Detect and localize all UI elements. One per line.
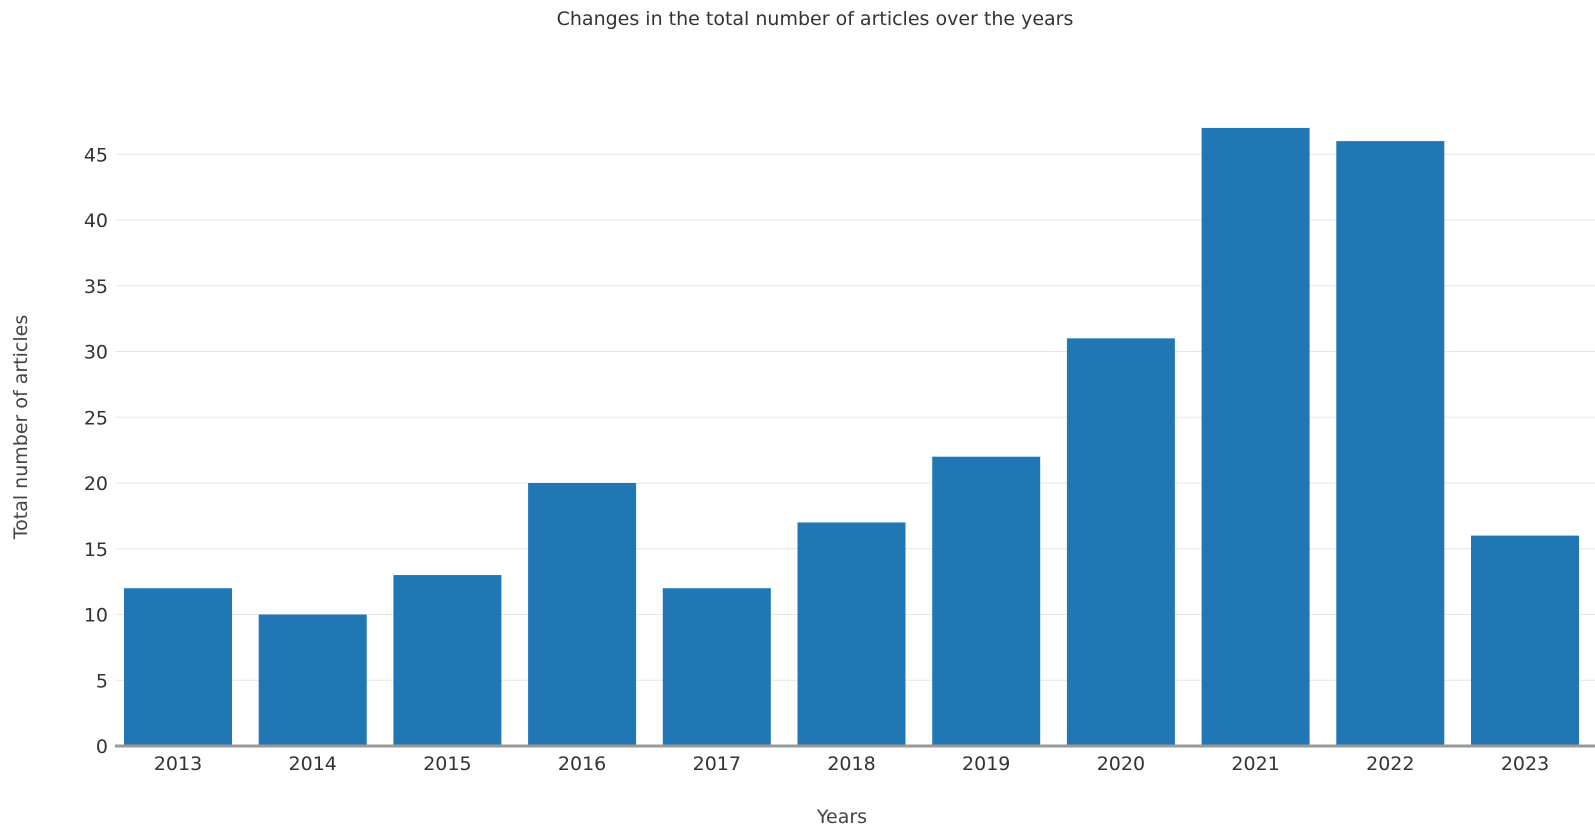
bar-2021 xyxy=(1201,127,1310,746)
bar-2020 xyxy=(1066,338,1175,746)
x-tick-label: 2021 xyxy=(1231,753,1279,775)
y-tick-label: 20 xyxy=(84,473,108,495)
bar-2013 xyxy=(124,588,232,746)
bar-2019 xyxy=(932,456,1041,746)
y-tick-label: 25 xyxy=(84,407,108,429)
x-tick-label: 2018 xyxy=(827,753,875,775)
x-tick-label: 2023 xyxy=(1501,753,1549,775)
bar-2014 xyxy=(258,614,367,746)
bar-2016 xyxy=(528,483,637,746)
y-tick-label: 10 xyxy=(84,605,108,627)
y-tick-label: 0 xyxy=(96,736,108,758)
y-tick-label: 5 xyxy=(96,670,108,692)
x-axis-title: Years xyxy=(816,806,867,828)
bar-2023 xyxy=(1471,535,1579,746)
y-tick-label: 30 xyxy=(84,342,108,364)
x-axis-ticks: 2013 2014 2015 2016 2017 2018 2019 2020 2021 2022… xyxy=(154,753,1549,775)
bar-2018 xyxy=(797,522,906,746)
y-tick-label: 45 xyxy=(84,144,108,166)
x-tick-label: 2016 xyxy=(558,753,606,775)
y-tick-label: 15 xyxy=(84,539,108,561)
y-axis-title: Total number of articles xyxy=(10,315,32,540)
bar-2017 xyxy=(662,588,771,746)
x-tick-label: 2019 xyxy=(962,753,1010,775)
y-tick-label: 40 xyxy=(84,210,108,232)
y-tick-label: 35 xyxy=(84,276,108,298)
chart-title: Changes in the total number of articles … xyxy=(557,8,1074,30)
x-tick-label: 2017 xyxy=(693,753,741,775)
x-tick-label: 2020 xyxy=(1097,753,1145,775)
bar-2015 xyxy=(393,575,502,746)
x-tick-label: 2013 xyxy=(154,753,202,775)
x-tick-label: 2014 xyxy=(289,753,337,775)
y-axis-ticks: 0 5 10 15 20 25 30 35 40 45 xyxy=(84,144,108,758)
bars xyxy=(124,127,1579,747)
bar-2022 xyxy=(1336,141,1445,747)
x-tick-label: 2022 xyxy=(1366,753,1414,775)
x-tick-label: 2015 xyxy=(423,753,471,775)
